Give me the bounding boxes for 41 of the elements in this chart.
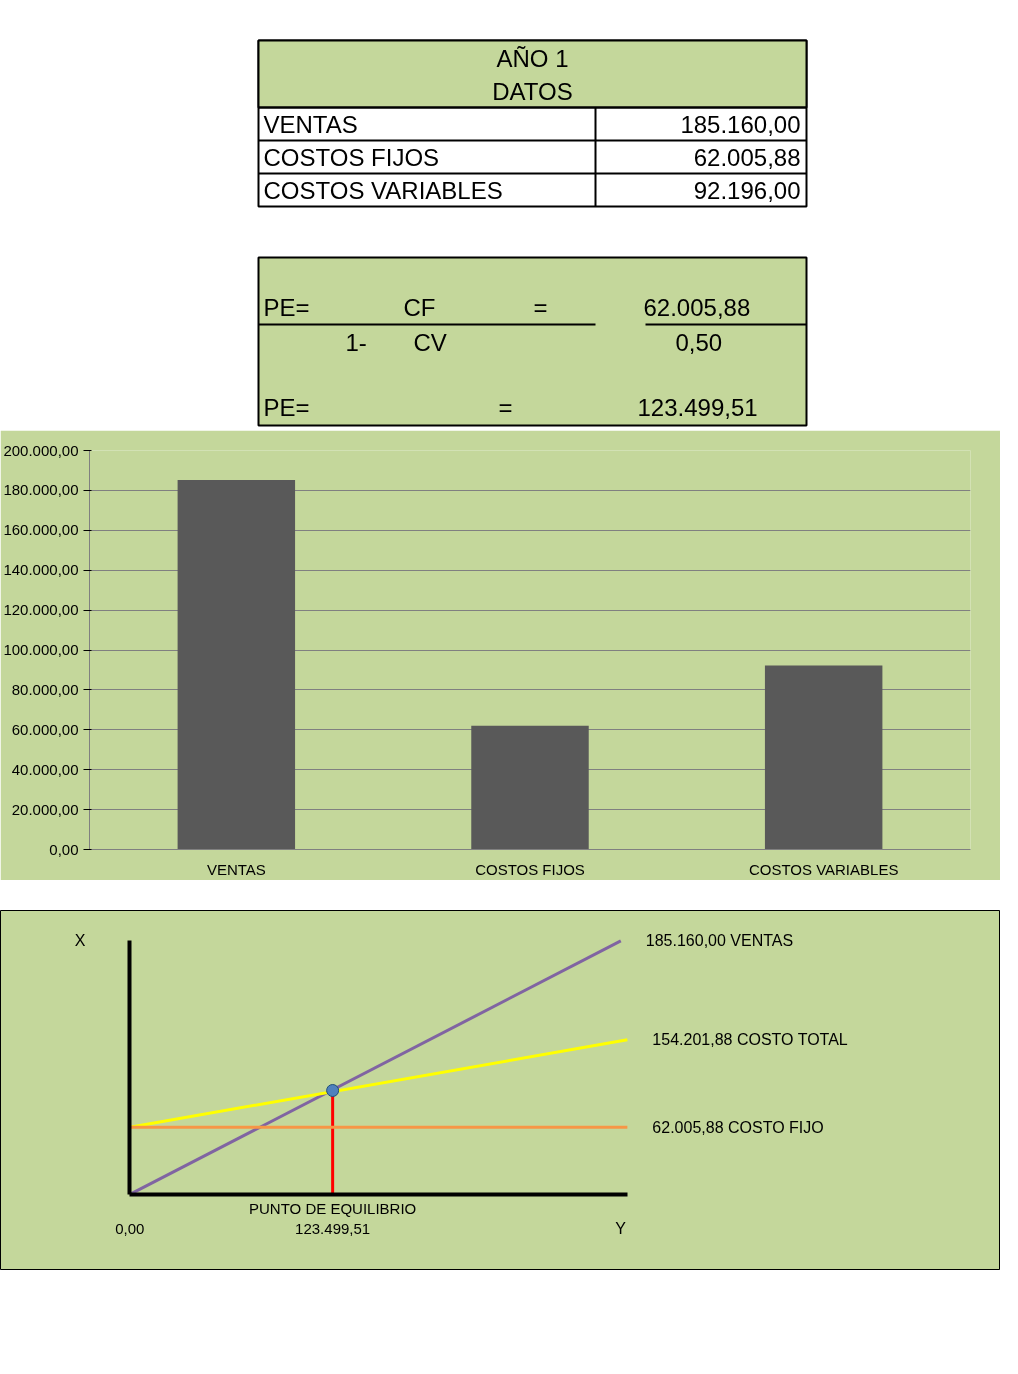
text: CV (413, 329, 447, 356)
text: 62.005,88 (643, 294, 751, 321)
x-tick-label: COSTOS FIJOS (475, 860, 585, 878)
series-label: 185.160,00 VENTAS (645, 932, 794, 950)
text: 1- (345, 329, 367, 356)
x-tick-label: VENTAS (206, 860, 266, 878)
text: 62.005,88 (693, 144, 801, 171)
y-tick-label: 60.000,00 (11, 720, 79, 738)
y-tick-label: 100.000,00 (3, 641, 79, 658)
x-tick-label: COSTOS VARIABLES (748, 860, 899, 878)
y-tick-label: 0,00 (49, 840, 79, 858)
y-tick-label: 200.000,00 (3, 441, 79, 459)
text: VENTAS (263, 111, 358, 138)
y-tick-label: 140.000,00 (3, 561, 79, 579)
bar (177, 480, 296, 850)
text: 0,50 (675, 329, 723, 356)
y-tick-label: 80.000,00 (11, 680, 79, 698)
y-tick-label: 20.000,00 (11, 800, 79, 818)
text: COSTOS FIJOS (263, 144, 440, 171)
series-label: 154.201,88 COSTO TOTAL (652, 1031, 848, 1049)
text: 185.160,00 (680, 111, 801, 138)
text: = (498, 394, 513, 421)
text: AÑO 1 (496, 45, 569, 72)
y-axis-title: X (74, 932, 86, 950)
text: CF (403, 294, 436, 321)
text: = (533, 294, 548, 321)
y-tick-label: 120.000,00 (3, 601, 79, 619)
bar (764, 665, 883, 850)
text: 123.499,51 (637, 394, 758, 421)
y-tick-label: 180.000,00 (3, 481, 79, 499)
text: COSTOS VARIABLES (263, 177, 503, 204)
x-axis-title: Y (615, 1220, 627, 1238)
bar (471, 725, 589, 850)
y-tick-label: 160.000,00 (3, 521, 79, 539)
annotation: PUNTO DE EQUILIBRIO (249, 1200, 417, 1218)
text: DATOS (492, 78, 573, 105)
series-label: 62.005,88 COSTO FIJO (652, 1118, 824, 1136)
text: 92.196,00 (693, 177, 801, 204)
text: PE= (263, 394, 310, 421)
text: PE= (263, 294, 310, 321)
y-tick-label: 40.000,00 (11, 760, 79, 778)
